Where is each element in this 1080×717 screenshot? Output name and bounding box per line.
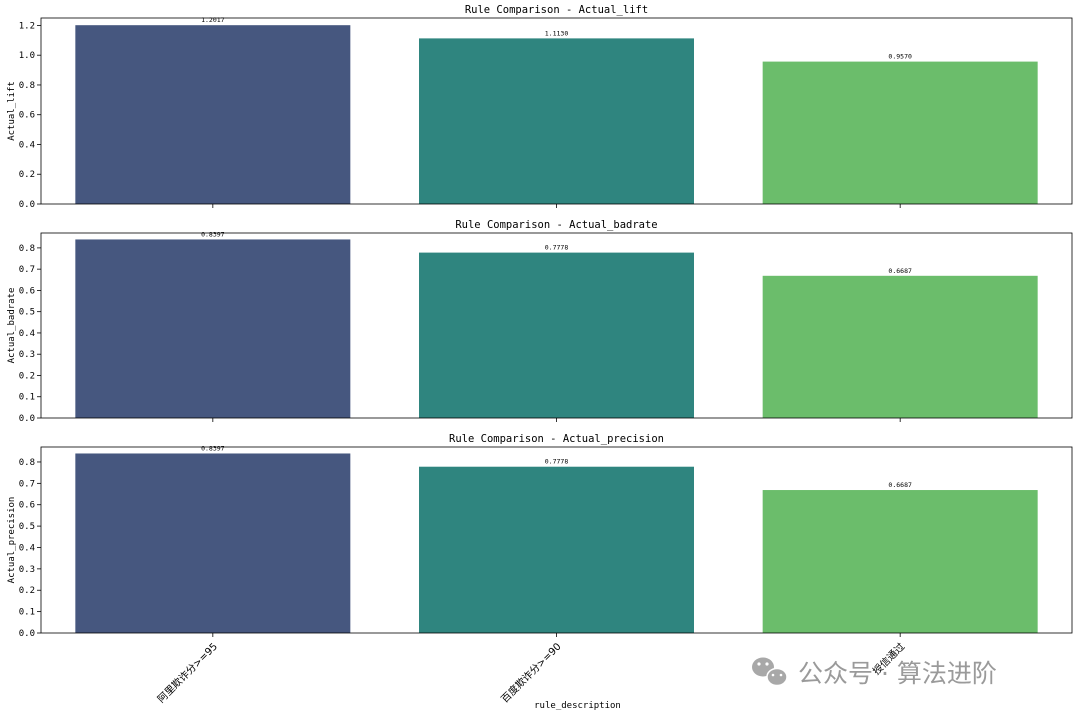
bar-2 — [419, 252, 694, 418]
bar-1 — [75, 25, 351, 204]
bar-3 — [762, 490, 1038, 633]
y-tick-label: 0.4 — [19, 329, 35, 339]
y-tick-label: 0.1 — [19, 393, 35, 403]
y-tick-label: 0.0 — [19, 414, 35, 424]
y-tick-label: 0.2 — [19, 170, 35, 180]
data-label: 0.7778 — [545, 458, 569, 466]
y-tick-label: 0.0 — [19, 200, 35, 210]
axes-frame — [40, 446, 1073, 634]
y-tick-label: 0.7 — [19, 265, 35, 275]
chart-title: Rule Comparison - Actual_precision — [449, 433, 664, 445]
y-axis-label: Actual_lift — [7, 81, 17, 141]
x-tick-label: 百度欺诈分>=90 — [498, 640, 563, 705]
bar-1 — [75, 453, 351, 633]
chart-title: Rule Comparison - Actual_lift — [465, 4, 648, 16]
bar-1 — [75, 239, 351, 418]
data-label: 0.6687 — [888, 481, 912, 489]
y-tick-label: 0.3 — [19, 565, 35, 575]
y-tick-label: 0.3 — [19, 350, 35, 360]
y-tick-label: 0.8 — [19, 458, 35, 468]
y-tick-label: 1.0 — [19, 51, 35, 61]
y-axis-label: Actual_badrate — [7, 288, 17, 364]
data-label: 1.2017 — [201, 16, 225, 24]
data-label: 0.9570 — [888, 53, 912, 61]
bar-2 — [419, 466, 694, 633]
wechat-icon — [752, 657, 788, 687]
y-tick-label: 1.2 — [19, 21, 35, 31]
y-axis-label: Actual_precision — [7, 497, 17, 584]
chart-panel-2: Rule Comparison - Actual_badrate Actual_b… — [7, 219, 1073, 424]
chart-panel-1: Rule Comparison - Actual_lift Actual_lift… — [7, 4, 1073, 210]
y-tick-label: 0.2 — [19, 586, 35, 596]
y-tick-label: 0.5 — [19, 522, 35, 532]
chart-panel-3: Rule Comparison - Actual_precision Actual… — [7, 433, 1073, 711]
y-tick-label: 0.6 — [19, 501, 35, 511]
watermark: 公众号 · 算法进阶 — [752, 657, 997, 688]
axes-frame — [40, 17, 1073, 205]
data-label: 0.7778 — [545, 244, 569, 252]
y-tick-label: 0.8 — [19, 244, 35, 254]
bar-2 — [419, 38, 694, 204]
y-tick-label: 0.5 — [19, 308, 35, 318]
watermark-text: 公众号 · 算法进阶 — [798, 659, 997, 688]
y-tick-label: 0.2 — [19, 371, 35, 381]
y-tick-label: 0.0 — [19, 629, 35, 639]
bar-3 — [762, 275, 1038, 418]
data-label: 0.8397 — [201, 444, 225, 452]
y-tick-label: 0.4 — [19, 140, 35, 150]
x-tick-label: 阿里欺诈分>=95 — [155, 640, 220, 705]
axes-frame — [40, 232, 1073, 419]
y-tick-label: 0.8 — [19, 81, 35, 91]
chart-title: Rule Comparison - Actual_badrate — [455, 219, 657, 231]
x-axis-label: rule_description — [534, 701, 621, 711]
data-label: 0.6687 — [888, 267, 912, 275]
y-tick-label: 0.7 — [19, 479, 35, 489]
data-label: 0.8397 — [201, 230, 225, 238]
bar-3 — [762, 61, 1038, 204]
y-tick-label: 0.6 — [19, 286, 35, 296]
data-label: 1.1130 — [545, 29, 569, 37]
y-tick-label: 0.1 — [19, 608, 35, 618]
y-tick-label: 0.4 — [19, 543, 35, 553]
y-tick-label: 0.6 — [19, 111, 35, 121]
